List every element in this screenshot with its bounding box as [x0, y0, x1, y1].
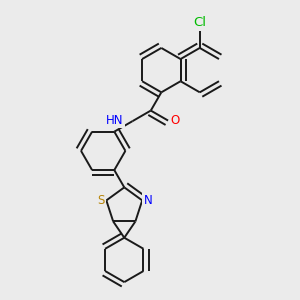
Text: S: S [97, 194, 104, 207]
Text: O: O [170, 114, 180, 127]
Text: HN: HN [106, 114, 124, 127]
Text: N: N [143, 194, 152, 207]
Text: Cl: Cl [193, 16, 206, 29]
